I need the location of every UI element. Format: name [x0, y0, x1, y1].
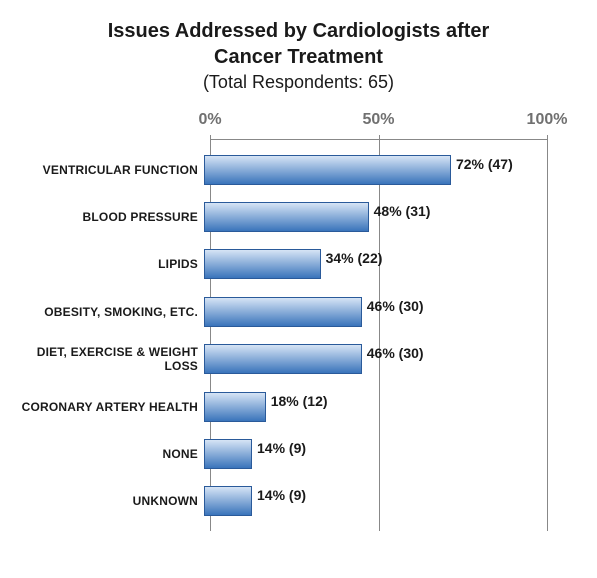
bar: 72% (47) [204, 155, 451, 185]
category-label: DIET, EXERCISE & WEIGHT LOSS [20, 345, 204, 373]
gridline [547, 140, 548, 531]
value-label: 46% (30) [367, 298, 424, 314]
bar: 48% (31) [204, 202, 369, 232]
plot-area: VENTRICULAR FUNCTION72% (47)BLOOD PRESSU… [210, 139, 547, 531]
bar: 34% (22) [204, 249, 321, 279]
value-label: 48% (31) [374, 203, 431, 219]
x-tick-label: 0% [198, 111, 221, 129]
bar-row: CORONARY ARTERY HEALTH18% (12) [20, 388, 547, 426]
bar-cell: 46% (30) [204, 344, 547, 374]
x-tick-label: 100% [527, 111, 568, 129]
bar-row: LIPIDS34% (22) [20, 245, 547, 283]
category-label: NONE [20, 447, 204, 461]
x-tick-label: 50% [362, 111, 394, 129]
bar-cell: 72% (47) [204, 155, 547, 185]
title-line-2: Cancer Treatment [214, 46, 383, 68]
chart-title: Issues Addressed by Cardiologists after … [20, 18, 577, 70]
bar-cell: 46% (30) [204, 297, 547, 327]
value-label: 14% (9) [257, 440, 306, 456]
bar-rows: VENTRICULAR FUNCTION72% (47)BLOOD PRESSU… [20, 140, 547, 531]
bar-row: DIET, EXERCISE & WEIGHT LOSS46% (30) [20, 340, 547, 378]
chart-area: 0% 50% 100% VENTRICULAR FUNCTION72% (47)… [210, 111, 547, 531]
chart-container: Issues Addressed by Cardiologists after … [0, 0, 597, 578]
bar-row: BLOOD PRESSURE48% (31) [20, 198, 547, 236]
bar-row: VENTRICULAR FUNCTION72% (47) [20, 151, 547, 189]
bar-row: NONE14% (9) [20, 435, 547, 473]
bar-cell: 34% (22) [204, 249, 547, 279]
title-line-1: Issues Addressed by Cardiologists after [108, 20, 490, 42]
value-label: 34% (22) [326, 250, 383, 266]
bar: 18% (12) [204, 392, 266, 422]
value-label: 72% (47) [456, 156, 513, 172]
category-label: BLOOD PRESSURE [20, 210, 204, 224]
value-label: 46% (30) [367, 345, 424, 361]
bar: 46% (30) [204, 297, 362, 327]
category-label: LIPIDS [20, 257, 204, 271]
bar: 14% (9) [204, 486, 252, 516]
x-axis-ticks: 0% 50% 100% [210, 111, 547, 139]
category-label: VENTRICULAR FUNCTION [20, 163, 204, 177]
category-label: OBESITY, SMOKING, ETC. [20, 305, 204, 319]
value-label: 14% (9) [257, 487, 306, 503]
bar-row: OBESITY, SMOKING, ETC.46% (30) [20, 293, 547, 331]
bar-cell: 14% (9) [204, 486, 547, 516]
bar-cell: 14% (9) [204, 439, 547, 469]
bar: 46% (30) [204, 344, 362, 374]
bar-row: UNKNOWN14% (9) [20, 482, 547, 520]
bar-cell: 48% (31) [204, 202, 547, 232]
category-label: CORONARY ARTERY HEALTH [20, 400, 204, 414]
bar-cell: 18% (12) [204, 392, 547, 422]
value-label: 18% (12) [271, 393, 328, 409]
bar: 14% (9) [204, 439, 252, 469]
category-label: UNKNOWN [20, 494, 204, 508]
chart-subtitle: (Total Respondents: 65) [20, 72, 577, 93]
